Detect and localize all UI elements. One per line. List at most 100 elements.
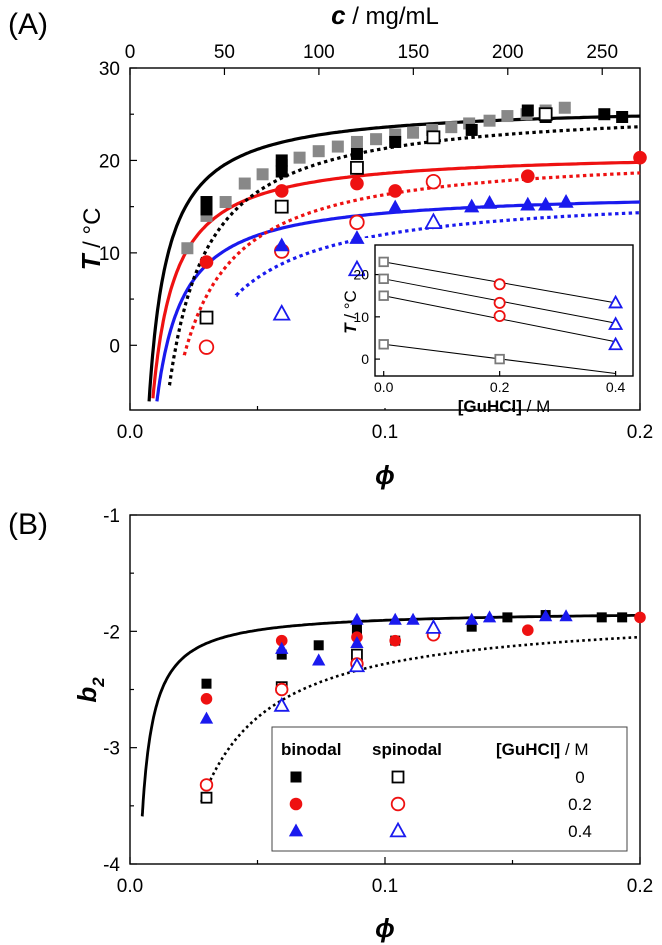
inset-x-tick-label: 0.2 (490, 379, 510, 395)
data-point (481, 194, 498, 209)
legend: binodal spinodal [GuHCl] / M 0 0.2 0.4 (271, 726, 628, 852)
inset-y-tick-label: 0 (361, 351, 369, 367)
legend-marker-spinodal (390, 796, 406, 812)
panel-a-x-axis-label: ϕ (375, 460, 395, 490)
data-point (521, 169, 535, 183)
data-point (388, 612, 402, 625)
inset-x-tick-label: 0.0 (374, 379, 394, 395)
data-point (201, 678, 212, 689)
data-point (387, 199, 403, 214)
data-point (256, 168, 269, 181)
data-point (199, 310, 214, 325)
inset-data-point (493, 296, 506, 309)
top-tick-label: 50 (214, 42, 235, 63)
data-point (274, 184, 289, 198)
data-point (558, 101, 571, 114)
inset-data-point (608, 336, 624, 351)
spinodal-fit-curve (200, 635, 641, 803)
data-point (276, 649, 287, 660)
data-point (348, 657, 366, 673)
inset-y-tick-label: 10 (353, 309, 369, 325)
panel-a-y-axis-label: T / °C (76, 208, 106, 271)
data-point (482, 610, 497, 623)
data-point (350, 160, 364, 175)
data-point (538, 196, 554, 211)
y-tick-label: -3 (103, 739, 120, 760)
data-point (200, 693, 213, 705)
legend-guhcl-value: 0 (575, 768, 584, 787)
data-point (349, 214, 365, 231)
legend-marker-spinodal (389, 821, 407, 838)
data-point (274, 199, 289, 214)
legend-box (271, 726, 628, 852)
inset-y-tick-label: 20 (353, 267, 369, 283)
data-point (275, 154, 288, 167)
data-point (331, 140, 344, 153)
data-point (389, 634, 402, 647)
data-point (538, 107, 553, 122)
data-point (539, 609, 553, 622)
data-point (466, 621, 477, 632)
data-point (200, 791, 213, 804)
data-point (350, 176, 364, 191)
data-point (275, 634, 288, 647)
data-point (219, 196, 232, 209)
data-point (389, 135, 402, 148)
inset-data-point (378, 290, 389, 301)
data-point (617, 612, 628, 623)
data-point (312, 653, 326, 666)
data-point (522, 624, 534, 636)
spinodal-fit-curve (182, 171, 641, 356)
data-point (350, 147, 363, 160)
y-tick-label: 20 (99, 151, 120, 172)
data-point (634, 611, 646, 624)
inset-data-point (378, 339, 389, 350)
x-tick-label: 0.2 (627, 876, 653, 897)
data-point (424, 212, 443, 230)
top-tick-label: 150 (397, 42, 429, 63)
legend-marker-binodal (290, 771, 302, 783)
panel-a-top-axis-label: c / mg/mL (331, 0, 439, 30)
top-tick-label: 250 (586, 42, 618, 63)
panel-b: (B) b2 ϕ 0.0 0.1 0.2 -1 -2 -3 -4 binodal spino… (8, 506, 653, 943)
inset-x-tick-label: 0.4 (606, 379, 626, 395)
spinodal-fit-curve (167, 125, 641, 386)
y-tick-label: 0 (109, 336, 120, 357)
data-point (388, 184, 403, 198)
panel-b-y-axis-label: b2 (72, 677, 108, 703)
panel-b-x-axis-label: ϕ (375, 913, 395, 943)
inset-data-point (494, 353, 505, 365)
data-point (350, 635, 364, 649)
top-tick-label: 0 (125, 42, 136, 63)
data-point (198, 339, 215, 355)
data-point (181, 242, 194, 255)
data-point (350, 612, 364, 625)
top-tick-label: 200 (492, 42, 524, 63)
legend-marker-spinodal (391, 770, 405, 784)
y-tick-label: -4 (103, 855, 120, 876)
inset-data-point (493, 309, 506, 322)
data-point (238, 177, 251, 190)
x-tick-label: 0.2 (627, 422, 653, 443)
data-point (406, 612, 420, 625)
data-point (275, 165, 288, 178)
panel-b-label: (B) (8, 508, 48, 541)
panel-a: (A) c / mg/mL T / °C ϕ 0.0 0.1 0.201020300… (8, 0, 653, 490)
x-tick-label: 0.0 (117, 422, 143, 443)
data-point (464, 198, 480, 213)
inset-data-point (608, 294, 624, 309)
inset-data-point (493, 278, 506, 291)
binodal-fit-curve (140, 613, 641, 817)
data-point (598, 108, 611, 121)
data-point (558, 194, 574, 208)
data-point (351, 624, 362, 635)
legend-header-guhcl: [GuHCl] / M (496, 740, 589, 759)
data-point (199, 255, 214, 269)
legend-marker-binodal (288, 823, 304, 837)
data-point (199, 778, 214, 792)
inset-x-axis-label: [GuHCl] / M (458, 397, 551, 416)
binodal-fit-curve (147, 114, 641, 402)
data-point (272, 304, 291, 321)
data-point (559, 609, 573, 622)
